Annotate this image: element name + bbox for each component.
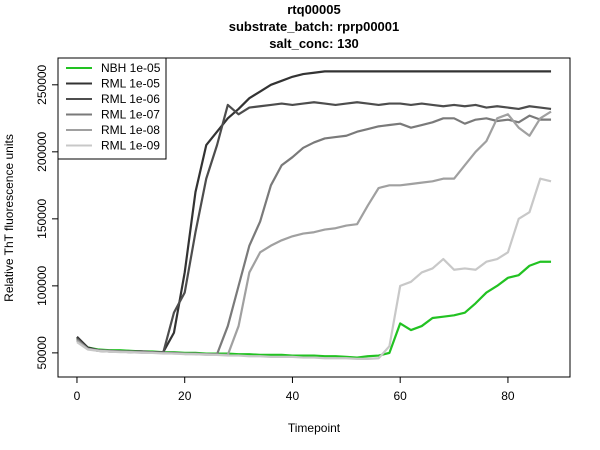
legend-label: RML 1e-07 (101, 108, 160, 122)
y-tick-label: 50000 (35, 336, 49, 370)
legend-label: NBH 1e-05 (101, 61, 161, 75)
x-tick-label: 0 (74, 389, 81, 403)
y-axis-label: Relative ThT fluorescence units (2, 134, 16, 302)
x-tick-label: 20 (178, 389, 192, 403)
x-tick-label: 80 (501, 389, 515, 403)
series-line (76, 177, 552, 361)
chart-title: salt_conc: 130 (269, 36, 359, 51)
y-tick-label: 200000 (35, 131, 49, 171)
x-tick-label: 60 (394, 389, 408, 403)
y-tick-label: 150000 (35, 198, 49, 238)
legend-label: RML 1e-08 (101, 123, 160, 137)
legend-label: RML 1e-05 (101, 77, 160, 91)
legend-box (57, 57, 167, 160)
y-tick-label: 250000 (35, 64, 49, 104)
chart-title: substrate_batch: rprp00001 (229, 19, 400, 34)
plot-frame (57, 57, 571, 378)
y-tick-label: 100000 (35, 266, 49, 306)
chart-title: rtq00005 (287, 2, 340, 17)
legend-label: RML 1e-06 (101, 92, 160, 106)
x-tick-label: 40 (286, 389, 300, 403)
x-axis-label: Timepoint (288, 421, 341, 435)
series-line (76, 260, 552, 359)
legend-label: RML 1e-09 (101, 139, 160, 153)
